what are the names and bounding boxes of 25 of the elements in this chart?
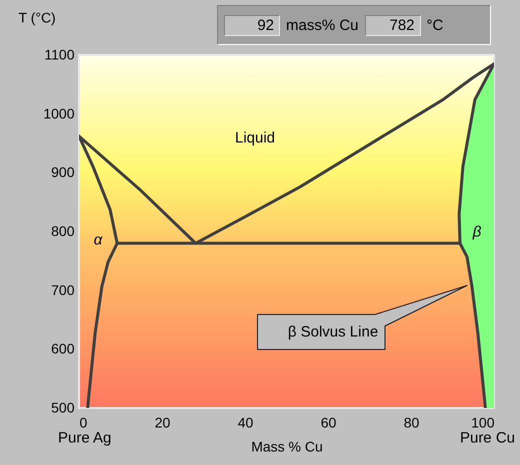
x-tick-label: 100 <box>471 414 495 430</box>
y-tick-label: 600 <box>51 340 75 357</box>
text-field: 782 <box>364 14 421 36</box>
y-tick-label: 700 <box>51 282 75 298</box>
annotation: Liquid <box>234 130 276 146</box>
annotation: β <box>472 224 482 240</box>
y-tick-label: 1000 <box>43 105 75 122</box>
text: Pure Ag <box>58 430 112 446</box>
callout-box: β Solvus Line <box>257 285 468 351</box>
y-tick-label: 500 <box>51 400 75 416</box>
annotation: β Solvus Line <box>288 324 378 340</box>
readout-panel: 92 mass% Cu 782 °C <box>217 5 491 45</box>
text: Pure Cu <box>460 430 515 446</box>
y-tick-label: 900 <box>51 164 75 180</box>
x-axis-title: Mass % Cu <box>251 438 323 454</box>
x-tick-label: 0 <box>80 414 88 430</box>
annotation: α <box>94 232 102 248</box>
x-tick-label: 60 <box>320 414 336 430</box>
x-tick-label: 40 <box>238 414 254 430</box>
y-axis-title: T (°C) <box>18 10 56 26</box>
text-field: 92 <box>224 14 280 36</box>
y-tick-label: 800 <box>51 223 75 239</box>
x-tick-label: 20 <box>154 414 170 430</box>
x-tick-label: 80 <box>404 414 420 430</box>
y-tick-label: 1100 <box>44 46 75 62</box>
